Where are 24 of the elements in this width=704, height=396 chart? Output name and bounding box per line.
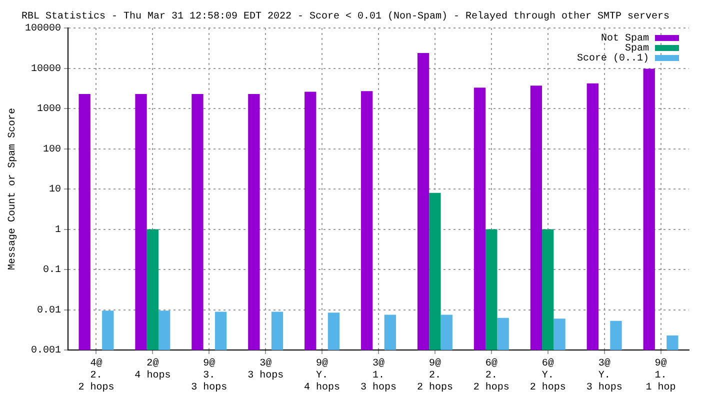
x-tick-label: 9@ 2. 2 hops [416,358,453,394]
y-tick-label: 1 [54,224,62,236]
x-tick-label: 9@ 3. 3 hops [191,358,228,394]
y-tick-label: 1000 [36,104,62,116]
x-tick-label: 6@ 2. 2 hops [473,358,510,394]
y-tick-label: 100000 [24,24,62,35]
x-tick-label: 9@ 1. 1 hop [646,358,676,394]
legend-label: Score (0..1) [576,52,649,65]
x-tick-label: 3@ 1. 3 hops [360,358,397,394]
x-tick-label: 3@ 3 hops [248,358,284,382]
y-tick-label: 10 [48,184,62,196]
x-tick-label: 9@ Y. 4 hops [304,358,340,394]
y-tick-label: 0.01 [36,305,62,316]
y-tick-label: 10000 [30,64,62,75]
x-tick-label: 6@ Y. 2 hops [530,358,566,394]
x-tick-label: 3@ Y. 3 hops [586,358,622,394]
y-tick-label: 0.1 [42,265,62,276]
chart-title: RBL Statistics - Thu Mar 31 12:58:09 EDT 2022 - Score < 0.01 (Non-Spam) - Relayed through other SMTP servers [21,10,670,23]
y-tick-label: 0.001 [30,346,62,357]
x-tick-label: 2@ 4 hops [134,358,171,382]
y-tick-label: 100 [42,144,62,156]
legend-label: Not Spam [600,34,649,45]
x-tick-label: 4@ 2. 2 hops [78,358,114,394]
y-axis-title: Message Count or Spam Score [8,108,19,270]
